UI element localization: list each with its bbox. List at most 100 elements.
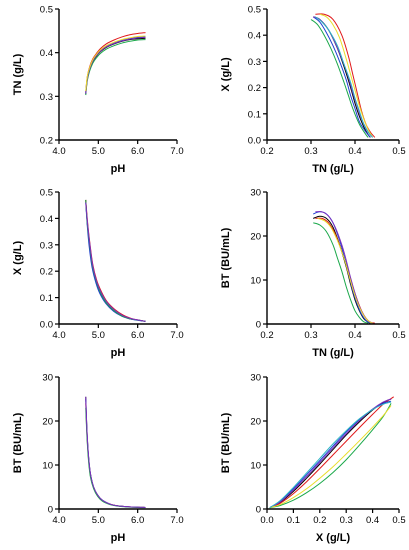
y-tick-label: 0.5 [40,5,53,16]
x-tick-label: 6.0 [131,146,144,157]
y-axis-title: BT (BU/mL) [220,412,232,473]
y-tick-label: 10 [250,461,261,472]
series-line-7 [269,401,392,509]
x-tick-label: 0.4 [366,515,379,526]
series-line-6 [317,217,373,324]
series-line-3 [269,400,392,509]
x-tick-label: 7.0 [170,515,183,526]
y-tick-label: 0.3 [248,57,261,68]
x-tick-label: 0.5 [392,146,405,157]
x-axis-title: TN (g/L) [312,347,354,359]
chart-panel-bt-vs-tn: 0.2 0.3 0.4 0.5 0 10 20 30 TN (g/L) BT (BU/mL) [220,188,406,360]
series-line-4 [85,199,146,322]
x-tick-label: 0.5 [392,515,405,526]
x-tick-label: 5.0 [92,515,105,526]
y-tick-label: 0.3 [40,92,53,103]
y-axis-title: BT (BU/mL) [220,227,232,288]
series-line-6 [319,13,374,138]
chart-panel-x-vs-tn: 0.2 0.3 0.4 0.5 0.0 0.1 0.2 0.3 0.4 0.5 TN (g/L) X … [220,5,406,176]
x-tick-label: 0.4 [348,146,361,157]
x-tick-label: 7.0 [170,146,183,157]
chart-panel-x-vs-ph: 4.0 5.0 6.0 7.0 0.0 0.1 0.2 0.3 0.4 0.5 pH X (g/L) [12,188,184,360]
y-tick-label: 0.5 [40,188,53,199]
x-tick-label: 7.0 [170,330,183,341]
x-tick-label: 0.4 [348,330,361,341]
y-tick-label: 30 [42,373,53,384]
x-tick-label: 6.0 [131,515,144,526]
series-line-1 [269,398,392,509]
y-axis-title: TN (g/L) [12,53,24,95]
y-tick-label: 0.2 [40,136,53,147]
series-line-4 [269,403,392,509]
y-tick-label: 20 [250,417,261,428]
x-axis-title: pH [111,347,126,359]
y-tick-label: 20 [42,417,53,428]
y-tick-label: 0.5 [248,5,261,16]
y-tick-label: 10 [250,276,261,287]
y-tick-label: 0.2 [248,83,261,94]
x-tick-label: 0.0 [260,515,273,526]
y-tick-label: 0.0 [40,320,53,331]
x-tick-label: 5.0 [92,330,105,341]
y-tick-label: 20 [250,232,261,243]
y-tick-label: 0.4 [248,31,261,42]
x-tick-label: 0.2 [260,330,273,341]
x-tick-label: 0.3 [340,515,353,526]
x-axis-title: pH [111,163,126,175]
y-axis-title: X (g/L) [220,57,232,92]
series-line-2 [315,217,375,324]
x-tick-label: 0.2 [313,515,326,526]
y-tick-label: 0.2 [40,267,53,278]
series-line-1 [85,199,146,322]
y-tick-label: 0 [256,320,261,331]
chart-panel-bt-vs-ph: 4.0 5.0 6.0 7.0 0 10 20 30 pH BT (BU/mL) [12,373,184,545]
y-tick-label: 10 [42,461,53,472]
y-tick-label: 0.1 [248,109,261,120]
series-line-3 [85,202,146,322]
series-line-1 [85,37,146,95]
x-tick-label: 4.0 [52,515,65,526]
y-tick-label: 30 [250,188,261,199]
x-tick-label: 0.2 [260,146,273,157]
y-tick-label: 0.4 [40,214,53,225]
y-tick-label: 0.1 [40,293,53,304]
x-tick-label: 4.0 [52,146,65,157]
x-tick-label: 5.0 [92,146,105,157]
y-tick-label: 0.4 [40,48,53,59]
series-line-3 [313,211,371,324]
series-line-2 [85,199,146,322]
chart-panel-tn-vs-ph: 4.0 5.0 6.0 7.0 0.2 0.3 0.4 0.5 pH TN (g/L) [12,5,184,176]
x-tick-label: 0.3 [304,146,317,157]
series-line-5 [85,396,146,508]
series-line-6 [85,35,146,92]
series-group [310,13,376,138]
x-axis-title: pH [111,532,126,544]
series-line-3 [312,16,371,138]
y-tick-label: 0.3 [40,240,53,251]
x-tick-label: 6.0 [131,330,144,341]
series-group [269,396,395,509]
y-tick-label: 0.0 [248,136,261,147]
series-line-4 [313,222,369,324]
series-line-6 [269,405,392,509]
y-tick-label: 30 [250,373,261,384]
x-tick-label: 0.3 [304,330,317,341]
x-axis-title: TN (g/L) [312,163,354,175]
series-line-4 [310,19,369,138]
series-line-4 [85,39,146,96]
series-group [85,32,146,96]
series-line-5 [85,202,146,322]
y-axis-title: BT (BU/mL) [12,412,24,473]
series-line-5 [269,398,392,509]
x-tick-label: 0.5 [392,330,405,341]
series-line-5 [85,36,146,94]
y-tick-label: 0 [256,505,261,516]
series-group [85,396,146,509]
series-line-4 [85,407,146,509]
series-group [85,199,146,322]
y-axis-title: X (g/L) [12,241,24,276]
x-axis-title: X (g/L) [316,532,351,544]
chart-panel-bt-vs-x: 0.0 0.1 0.2 0.3 0.4 0.5 0 10 20 30 X (g/L) BT (BU/m… [220,373,406,545]
y-tick-label: 0 [48,505,53,516]
